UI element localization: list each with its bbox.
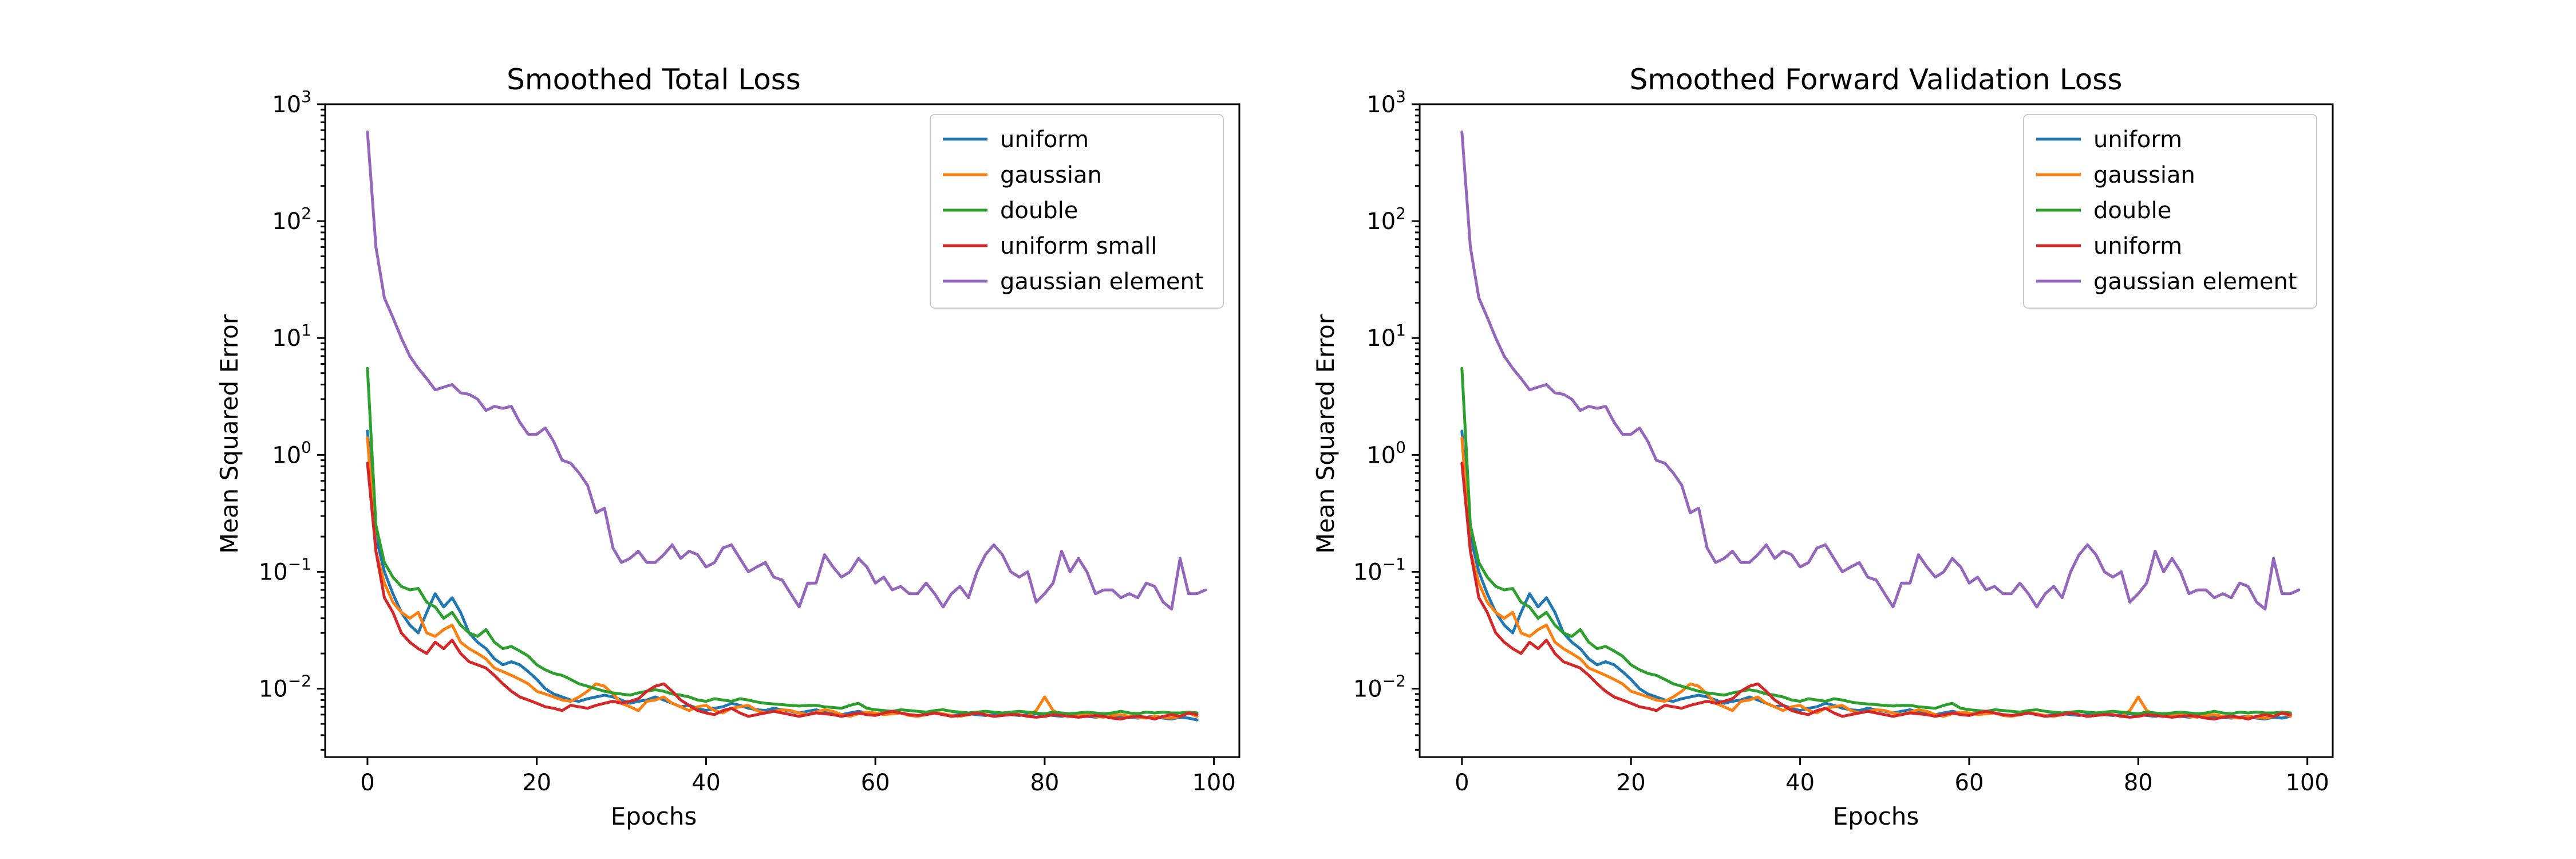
plot-area-frame bbox=[1419, 103, 2334, 758]
x-tick-label: 20 bbox=[522, 770, 551, 796]
x-tick-label: 100 bbox=[1192, 770, 1235, 796]
series-lines bbox=[1460, 130, 2301, 721]
series-line-uniform bbox=[1460, 462, 2292, 721]
series-line-gaussian bbox=[366, 436, 1199, 720]
x-tick-label: 80 bbox=[2124, 770, 2153, 796]
y-tick-label: 100 bbox=[272, 438, 311, 468]
legend-label: gaussian element bbox=[1000, 269, 1204, 295]
legend-box bbox=[930, 114, 1224, 309]
legend-label: double bbox=[1000, 198, 1078, 224]
legend-label: double bbox=[2093, 198, 2171, 224]
x-tick-label: 20 bbox=[1617, 770, 1646, 796]
chart-title: Smoothed Total Loss bbox=[507, 63, 801, 96]
x-tick-label: 80 bbox=[1030, 770, 1059, 796]
series-line-uniform-small bbox=[366, 462, 1199, 721]
x-tick-label: 40 bbox=[692, 770, 721, 796]
x-tick-label: 0 bbox=[360, 770, 374, 796]
x-tick-label: 0 bbox=[1455, 770, 1469, 796]
y-tick-label: 10−1 bbox=[1353, 554, 1406, 585]
legend-label: gaussian element bbox=[2093, 269, 2297, 295]
chart-panel-forward-validation-loss: Smoothed Forward Validation Loss Epochs … bbox=[1311, 63, 2334, 830]
x-tick-label: 40 bbox=[1785, 770, 1815, 796]
y-tick-label: 103 bbox=[272, 87, 311, 118]
legend-label: uniform bbox=[2093, 127, 2182, 153]
y-tick-label: 101 bbox=[272, 321, 311, 352]
series-line-gaussian bbox=[1460, 436, 2292, 720]
chart-title: Smoothed Forward Validation Loss bbox=[1630, 63, 2123, 96]
x-tick-label: 60 bbox=[1955, 770, 1984, 796]
series-lines bbox=[366, 130, 1207, 722]
legend-label: gaussian bbox=[2093, 162, 2195, 188]
legend-box bbox=[2023, 114, 2317, 309]
legend-label: uniform small bbox=[1000, 233, 1157, 259]
y-tick-label: 10−1 bbox=[259, 554, 311, 585]
y-tick-label: 100 bbox=[1366, 438, 1406, 468]
y-axis-label: Mean Squared Error bbox=[215, 314, 243, 554]
series-line-double bbox=[366, 367, 1199, 715]
y-tick-label: 102 bbox=[1366, 204, 1406, 235]
legend: uniform gaussian double uniform small gaussi… bbox=[930, 114, 1224, 309]
y-tick-label: 102 bbox=[272, 204, 311, 235]
y-tick-label: 101 bbox=[1366, 321, 1406, 352]
legend: uniform gaussian double uniform gaussian ele… bbox=[2023, 114, 2317, 309]
y-tick-label: 10−2 bbox=[1353, 672, 1406, 703]
y-tick-label: 103 bbox=[1366, 87, 1406, 118]
series-line-double bbox=[1460, 367, 2292, 715]
x-tick-label: 60 bbox=[861, 770, 890, 796]
y-axis-label: Mean Squared Error bbox=[1311, 314, 1340, 554]
plot-area-frame bbox=[324, 103, 1240, 758]
x-tick-label: 100 bbox=[2286, 770, 2329, 796]
x-axis-label: Epochs bbox=[611, 802, 697, 830]
series-line-gaussian-element bbox=[366, 130, 1207, 610]
series-line-gaussian-element bbox=[1460, 130, 2301, 610]
y-tick-label: 10−2 bbox=[259, 672, 311, 703]
x-axis-label: Epochs bbox=[1833, 802, 1919, 830]
legend-label: uniform bbox=[2093, 233, 2182, 259]
series-line-uniform bbox=[366, 430, 1199, 722]
legend-label: gaussian bbox=[1000, 162, 1102, 188]
legend-label: uniform bbox=[1000, 127, 1089, 153]
chart-panel-total-loss: Smoothed Total Loss Epochs Mean Squared … bbox=[215, 63, 1240, 830]
series-line-uniform bbox=[1460, 430, 2292, 721]
